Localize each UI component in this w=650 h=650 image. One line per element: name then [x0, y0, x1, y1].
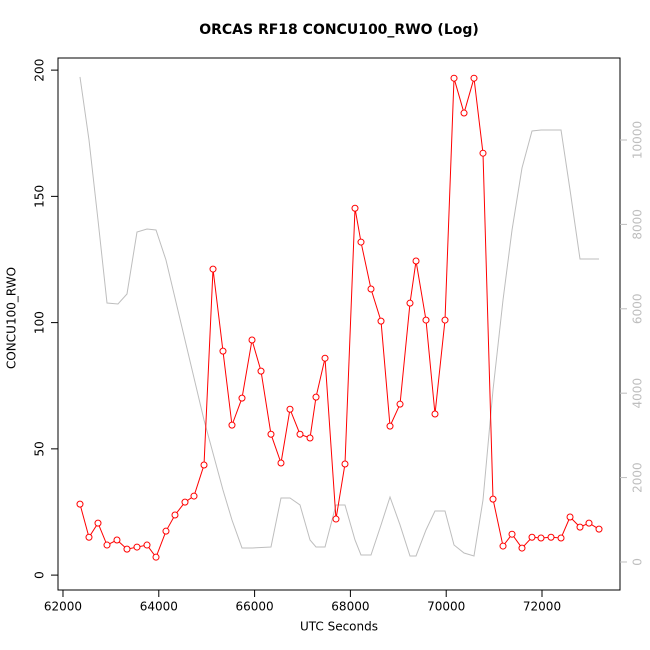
data-point [566, 513, 574, 521]
data-point [133, 543, 141, 551]
data-point [312, 393, 320, 401]
data-point [181, 498, 189, 506]
data-point [357, 238, 365, 246]
x-tick-label: 64000 [140, 600, 178, 614]
plot-frame [57, 57, 621, 591]
data-point [585, 519, 593, 527]
y2-tick-label: 2000 [631, 462, 645, 493]
data-point [341, 460, 349, 468]
data-point [209, 265, 217, 273]
data-point [508, 530, 516, 538]
y-axis-label: CONCU100_RWO [5, 267, 19, 369]
y-tick-label: 100 [33, 311, 47, 334]
data-point [489, 495, 497, 503]
x-tick-label: 66000 [236, 600, 274, 614]
data-point [351, 204, 359, 212]
data-point [470, 74, 478, 82]
y2-tick-label: 8000 [631, 209, 645, 240]
data-point [499, 542, 507, 550]
y-tick-label: 200 [33, 59, 47, 82]
x-tick-label: 70000 [427, 600, 465, 614]
data-point [332, 515, 340, 523]
data-point [321, 354, 329, 362]
data-point [479, 149, 487, 157]
data-point [528, 533, 536, 541]
y-tick-label: 0 [33, 571, 47, 579]
data-point [576, 523, 584, 531]
y-tick-label: 50 [33, 441, 47, 456]
y2-tick-label: 10000 [631, 121, 645, 159]
data-point [547, 533, 555, 541]
x-tick-label: 68000 [331, 600, 369, 614]
data-point [248, 336, 256, 344]
data-point [377, 317, 385, 325]
data-point [162, 527, 170, 535]
data-point [152, 553, 160, 561]
data-point [190, 492, 198, 500]
data-point [286, 405, 294, 413]
data-point [557, 534, 565, 542]
data-point [257, 367, 265, 375]
data-point [537, 534, 545, 542]
data-point [431, 410, 439, 418]
data-point [367, 285, 375, 293]
data-point [306, 434, 314, 442]
data-point [238, 394, 246, 402]
data-point [103, 541, 111, 549]
x-tick-label: 62000 [44, 600, 82, 614]
data-point [396, 400, 404, 408]
data-point [94, 519, 102, 527]
data-point [267, 430, 275, 438]
data-point [76, 500, 84, 508]
data-point [460, 109, 468, 117]
data-point [450, 74, 458, 82]
data-point [277, 459, 285, 467]
y2-tick-label: 4000 [631, 378, 645, 409]
data-point [386, 422, 394, 430]
y2-tick-label: 6000 [631, 294, 645, 325]
data-point [518, 544, 526, 552]
data-point [441, 316, 449, 324]
data-point [171, 511, 179, 519]
data-point [228, 421, 236, 429]
data-point [85, 533, 93, 541]
x-axis-label: UTC Seconds [300, 620, 378, 634]
data-point [143, 541, 151, 549]
data-point [595, 525, 603, 533]
chart-title: ORCAS RF18 CONCU100_RWO (Log) [199, 22, 479, 38]
data-point [296, 430, 304, 438]
data-point [422, 316, 430, 324]
data-point [412, 257, 420, 265]
data-point [200, 461, 208, 469]
series-line [79, 78, 600, 559]
data-point [113, 536, 121, 544]
y2-tick-label: 0 [631, 558, 645, 566]
x-tick-label: 72000 [523, 600, 561, 614]
data-point [123, 545, 131, 553]
data-point [406, 299, 414, 307]
data-point [219, 347, 227, 355]
y-tick-label: 150 [33, 185, 47, 208]
series-line [79, 76, 600, 557]
